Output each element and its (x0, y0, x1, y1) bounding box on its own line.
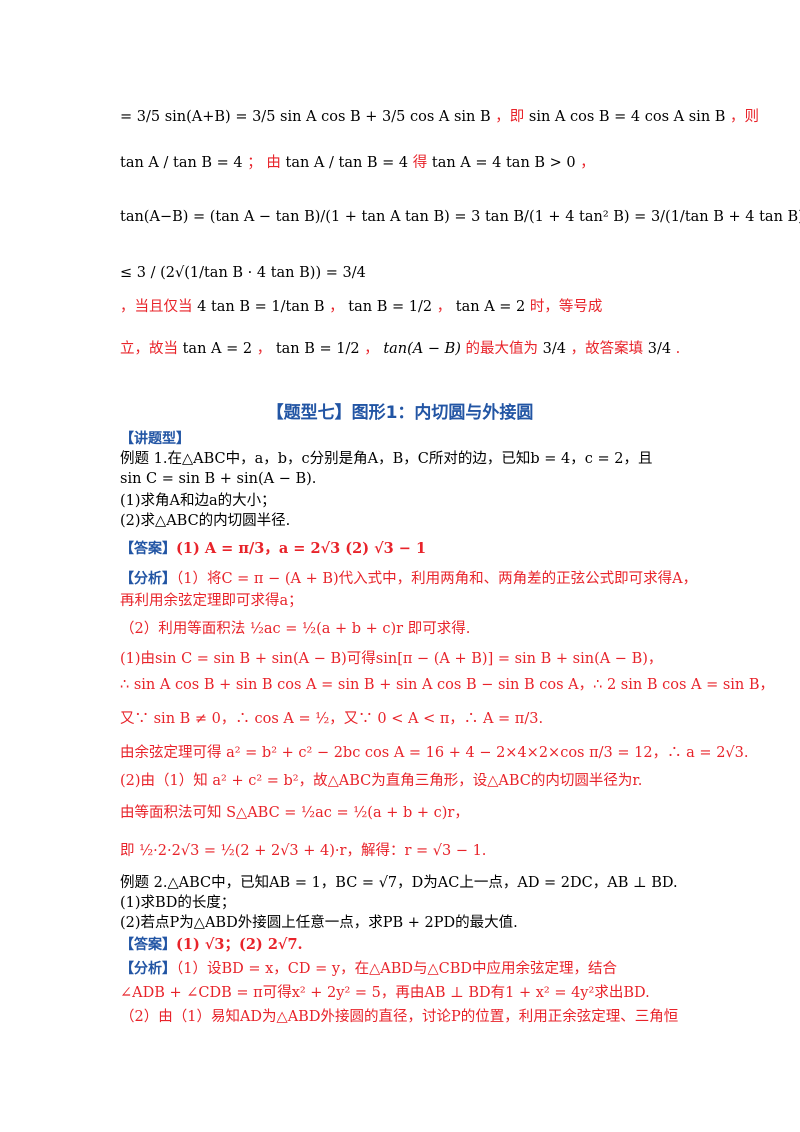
expr-tanB-2b: tan B = 1/2 (275, 341, 360, 357)
ex1-analysis-1: 【分析】（1）将C = π − (A + B)代入式中，利用两角和、两角差的正弦… (120, 571, 698, 587)
derivation-line-5: 立，故当 tan A = 2 ， tan B = 1/2 ， tan(A − B… (120, 341, 681, 357)
expr-tan-ratio: tan A / tan B = 4 (120, 155, 243, 171)
ex2-question-1: (1)求BD的长度； (120, 895, 236, 911)
expr-max-val: 3/4 (542, 341, 566, 357)
ex1-solution-6: 由等面积法可知 S△ABC = ½ac = ½(a + b + c)r， (120, 805, 469, 821)
ex1-solution-3: 又∵ sin B ≠ 0，∴ cos A = ½，又∵ 0 < A < π，∴ … (120, 711, 544, 727)
ex1-analysis-2: 再利用余弦定理即可求得a； (120, 593, 303, 609)
jiang-tixing-label: 【讲题型】 (120, 431, 190, 447)
expr-sincos: sin A cos B = 4 cos A sin B (528, 109, 726, 125)
ex2-analysis-3: （2）由（1）易知AD为△ABD外接圆的直径，讨论P的位置，利用正余弦定理、三角… (120, 1009, 679, 1025)
derivation-line-3: tan(A−B) = (tan A − tan B)/(1 + tan A ta… (120, 206, 800, 228)
ex1-stem: 例题 1.在△ABC中，a，b，c分别是角A，B，C所对的边，已知b = 4，c… (120, 451, 653, 467)
expr-tan-ratio-2: tan A / tan B = 4 (285, 155, 409, 171)
ex1-question-2: (2)求△ABC的内切圆半径. (120, 513, 291, 529)
text-comma: ， (580, 155, 595, 171)
ex2-question-2: (2)若点P为△ABD外接圆上任意一点，求PB + 2PD的最大值. (120, 915, 518, 931)
text-ze: ，则 (730, 109, 760, 125)
ex1-solution-1: (1)由sin C = sin B + sin(A − B)可得sin[π − … (120, 651, 663, 667)
ex1-solution-5: (2)由（1）知 a² + c² = b²，故△ABC为直角三角形，设△ABC的… (120, 773, 643, 789)
text-fill: ，故答案填 (570, 341, 644, 357)
ex2-analysis-1: 【分析】（1）设BD = x，CD = y，在△ABD与△CBD中应用余弦定理，… (120, 961, 618, 977)
text-you: 由 (266, 155, 281, 171)
ex1-solution-2: ∴ sin A cos B + sin B cos A = sin B + si… (120, 677, 775, 693)
ex1-solution-4: 由余弦定理可得 a² = b² + c² − 2bc cos A = 16 + … (120, 745, 749, 761)
text-semi: ； (247, 155, 262, 171)
text-max: 的最大值为 (465, 341, 539, 357)
expr-tanA-2b: tan A = 2 (182, 341, 253, 357)
text-li: 立，故当 (120, 341, 178, 357)
ex2-analysis-2: ∠ADB + ∠CDB = π可得x² + 2y² = 5，再由AB ⊥ BD有… (120, 985, 650, 1001)
ex1-answer: 【答案】(1) A = π/3，a = 2√3 (2) √3 − 1 (120, 538, 680, 560)
section-title: 【题型七】图形1：内切圆与外接圆 (266, 403, 534, 423)
expr-tan-diff: tan(A−B) = (tan A − tan B)/(1 + tan A ta… (120, 209, 800, 225)
derivation-line-4b: ，当且仅当 4 tan B = 1/tan B ， tan B = 1/2 ， … (120, 299, 603, 315)
answer-text: (1) A = π/3，a = 2√3 (2) √3 − 1 (176, 540, 427, 557)
derivation-line-2: tan A / tan B = 4 ； 由 tan A / tan B = 4 … (120, 152, 680, 174)
expr-tanA-pos: tan A = 4 tan B > 0 (431, 155, 576, 171)
expr-equality-cond: 4 tan B = 1/tan B (197, 299, 325, 315)
text-when: ，当且仅当 (120, 299, 193, 315)
ex1-solution-7: 即 ½·2·2√3 = ½(2 + 2√3 + 4)·r，解得：r = √3 −… (120, 843, 487, 859)
text-deng: 时，等号成 (529, 299, 603, 315)
derivation-line-1: = 3/5 sin(A+B) = 3/5 sin A cos B + 3/5 c… (120, 106, 759, 128)
text-ji: ，即 (495, 109, 525, 125)
ex2-answer: 【答案】(1) √3；(2) 2√7. (120, 936, 303, 953)
expr-tanB-half: tan B = 1/2 (348, 299, 433, 315)
answer-tag: 【答案】 (120, 541, 176, 557)
text-de: 得 (412, 155, 428, 171)
ex1-analysis-3: （2）利用等面积法 ½ac = ½(a + b + c)r 即可求得. (120, 621, 471, 637)
expr-tanA-two: tan A = 2 (455, 299, 526, 315)
ex1-question-1: (1)求角A和边a的大小； (120, 493, 276, 509)
ex1-condition: sin C = sin B + sin(A − B). (120, 471, 317, 487)
expr-inequality: ≤ 3 / (2√(1/tan B · 4 tan B)) = 3/4 (120, 265, 366, 281)
derivation-line-4a: ≤ 3 / (2√(1/tan B · 4 tan B)) = 3/4 (120, 262, 680, 284)
analysis-tag: 【分析】 (120, 571, 176, 587)
ex2-stem: 例题 2.△ABC中，已知AB = 1，BC = √7，D为AC上一点，AD =… (120, 875, 678, 891)
expr-sin-sum: = 3/5 sin(A+B) = 3/5 sin A cos B + 3/5 c… (120, 109, 491, 125)
